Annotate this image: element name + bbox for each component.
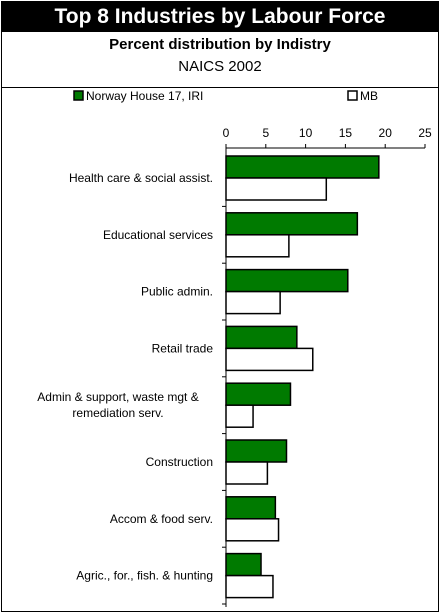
bar-1-1 xyxy=(225,155,380,179)
category-label-1: Health care & social assist. xyxy=(69,171,213,185)
legend-label-1: Norway House 17, IRI xyxy=(86,89,203,103)
bar-2-6 xyxy=(225,461,269,485)
bar-1-5 xyxy=(225,382,292,406)
bar-2-5 xyxy=(225,404,254,428)
bar-2-8 xyxy=(225,574,274,599)
bar-2-2 xyxy=(225,234,290,258)
chart-subtitle-classification: NAICS 2002 xyxy=(178,58,262,75)
bar-1-6 xyxy=(225,439,288,463)
x-tick-label-3: 15 xyxy=(339,126,353,140)
category-label-3: Public admin. xyxy=(141,285,213,299)
chart-subtitle: Percent distribution by Indistry xyxy=(109,36,331,53)
x-tick-label-5: 25 xyxy=(418,126,432,140)
bar-1-7 xyxy=(225,496,277,520)
x-tick-label-2: 10 xyxy=(299,126,313,140)
category-label-4: Retail trade xyxy=(152,341,214,355)
bar-2-7 xyxy=(225,518,280,542)
chart-title: Top 8 Industries by Labour Force xyxy=(2,2,438,32)
x-tick-label-4: 20 xyxy=(379,126,393,140)
category-label-5: Admin & support, waste mgt & remediation … xyxy=(37,390,198,420)
x-tick-label-0: 0 xyxy=(223,126,230,140)
legend-swatch-1 xyxy=(73,90,84,101)
category-label-2: Educational services xyxy=(103,228,213,242)
bar-1-2 xyxy=(225,212,359,236)
legend-swatch-2 xyxy=(347,90,358,101)
legend-label-2: MB xyxy=(360,89,378,103)
header-divider xyxy=(2,87,438,88)
category-label-8: Agric., for., fish. & hunting xyxy=(76,569,213,583)
x-tick-label-1: 5 xyxy=(262,126,269,140)
bar-1-4 xyxy=(225,325,298,350)
bar-2-3 xyxy=(225,290,281,315)
category-label-7: Accom & food serv. xyxy=(110,512,213,526)
bar-2-1 xyxy=(225,177,328,201)
bar-1-3 xyxy=(225,268,349,293)
category-label-6: Construction xyxy=(146,455,213,469)
bar-1-8 xyxy=(225,552,262,577)
bar-2-4 xyxy=(225,347,314,372)
